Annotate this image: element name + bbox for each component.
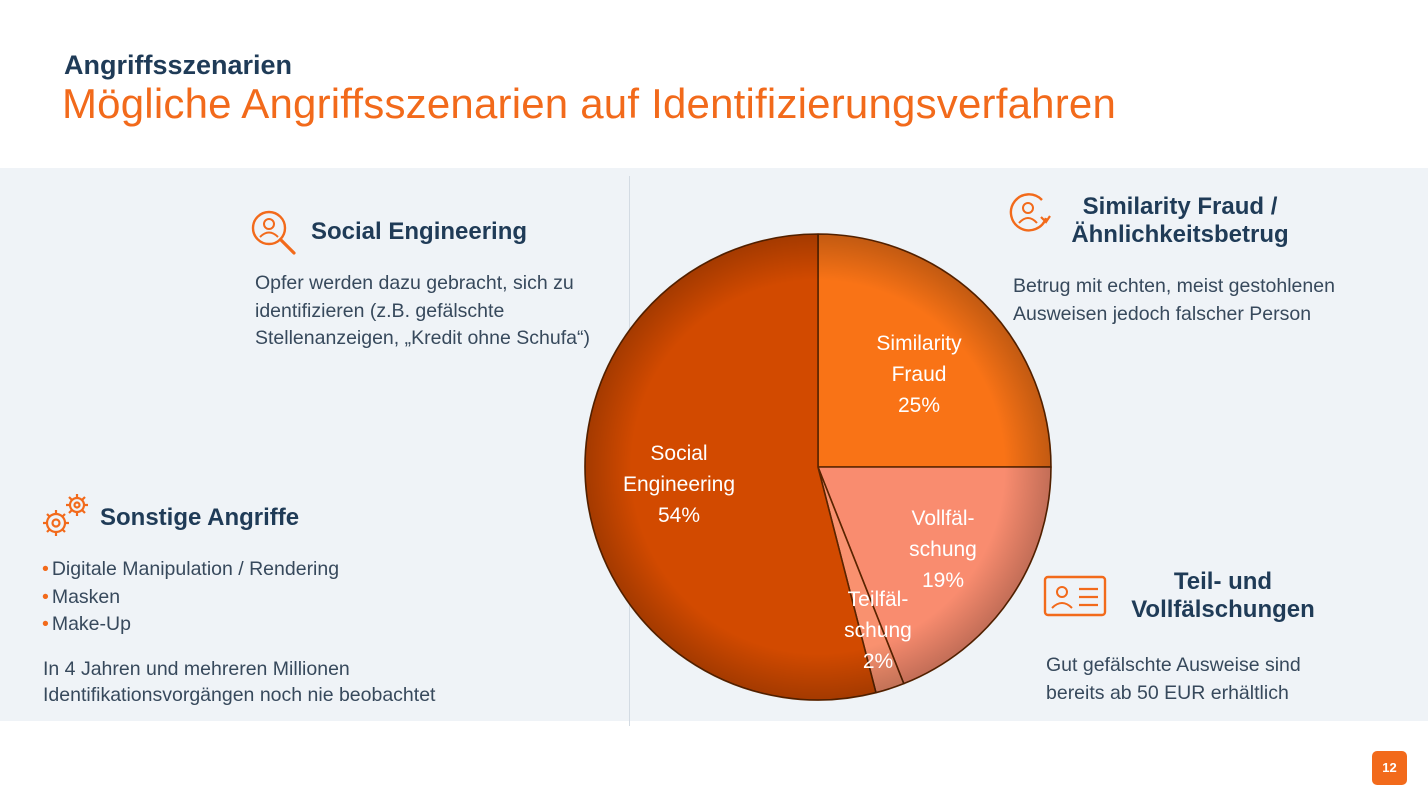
sonstige-bullet-list: Digitale Manipulation / Rendering Masken… <box>42 556 339 639</box>
pie-slice-label: Similarity Fraud 25% <box>876 332 962 417</box>
sonstige-angriffe-title: Sonstige Angriffe <box>100 504 300 531</box>
title-line: Teil- und <box>1173 568 1273 595</box>
title-line: Similarity Fraud / <box>1082 193 1278 220</box>
title-line: Ähnlichkeitsbetrug <box>1071 221 1289 248</box>
text-line: Betrug mit echten, meist gestohlenen <box>1013 275 1335 297</box>
pie-slice-label: Social Engineering 54% <box>623 442 735 527</box>
social-engineering-title: Social Engineering <box>311 218 528 245</box>
teil-vollfaelschungen-title: Teil- und Vollfälschungen <box>1120 568 1326 624</box>
text-line: Stellenanzeigen, „Kredit ohne Schufa“) <box>255 327 590 349</box>
text-line: Opfer werden dazu gebracht, sich zu <box>255 272 574 294</box>
person-refresh-icon <box>1009 193 1051 232</box>
page-subtitle: Angriffsszenarien <box>64 50 293 80</box>
teil-vollfaelschungen-text: Gut gefälschte Ausweise sind bereits ab … <box>1046 652 1301 707</box>
id-card-icon <box>1043 575 1107 617</box>
similarity-fraud-text: Betrug mit echten, meist gestohlenen Aus… <box>1013 273 1335 328</box>
person-magnifier-icon <box>251 210 296 255</box>
text-line: identifizieren (z.B. gefälschte <box>255 299 505 322</box>
list-item: Make-Up <box>42 611 339 639</box>
page-title: Mögliche Angriffsszenarien auf Identifiz… <box>62 80 1117 127</box>
pie-slice-label: Teilfäl-schung 2% <box>844 588 912 673</box>
text-line: Gut gefälschte Ausweise sind <box>1046 654 1301 676</box>
text-line: In 4 Jahren und mehreren Millionen <box>43 658 350 680</box>
gears-icon <box>43 494 88 536</box>
page-number-badge: 12 <box>1372 751 1407 785</box>
title-line: Vollfälschungen <box>1131 596 1315 623</box>
list-item: Digitale Manipulation / Rendering <box>42 556 339 584</box>
pie-slice-label: Vollfäl-schung 19% <box>909 507 977 592</box>
text-line: bereits ab 50 EUR erhältlich <box>1046 681 1289 704</box>
social-engineering-text: Opfer werden dazu gebracht, sich zu iden… <box>255 270 590 353</box>
sonstige-angriffe-text: In 4 Jahren und mehreren Millionen Ident… <box>43 656 435 708</box>
text-line: Ausweisen jedoch falscher Person <box>1013 302 1312 325</box>
list-item: Masken <box>42 584 339 612</box>
similarity-fraud-title: Similarity Fraud / Ähnlichkeitsbetrug <box>1066 193 1294 249</box>
text-line: Identifikationsvorgängen noch nie beobac… <box>43 684 436 706</box>
